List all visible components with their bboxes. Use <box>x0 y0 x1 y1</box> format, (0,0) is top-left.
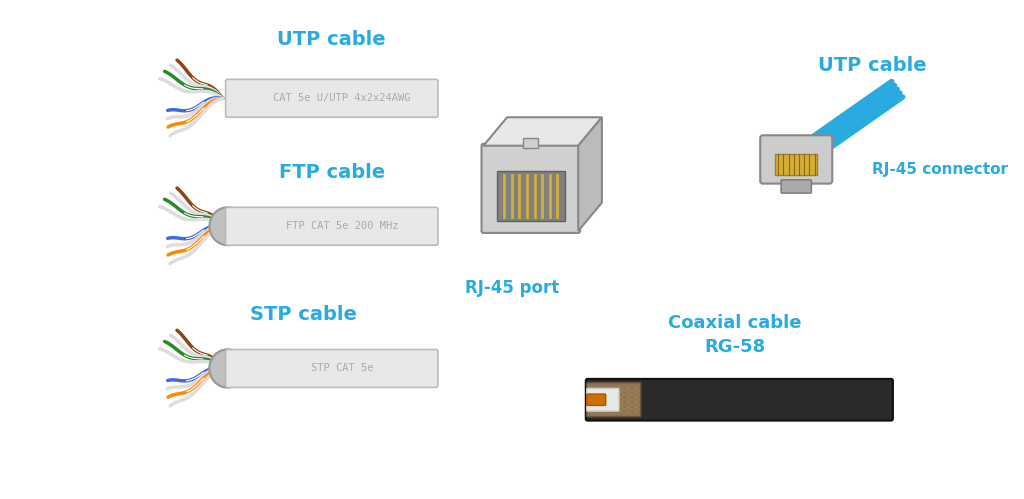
Ellipse shape <box>210 349 246 387</box>
Text: RJ-45 connector: RJ-45 connector <box>872 162 1008 177</box>
Text: UTP cable: UTP cable <box>278 30 386 49</box>
FancyBboxPatch shape <box>775 154 817 175</box>
Ellipse shape <box>210 207 246 245</box>
FancyBboxPatch shape <box>760 135 833 184</box>
Polygon shape <box>483 117 602 146</box>
FancyBboxPatch shape <box>225 349 438 387</box>
Ellipse shape <box>227 350 261 386</box>
Polygon shape <box>579 117 602 231</box>
FancyBboxPatch shape <box>587 388 618 411</box>
FancyBboxPatch shape <box>586 379 893 421</box>
Text: STP CAT 5e: STP CAT 5e <box>311 363 374 373</box>
Text: RJ-45 port: RJ-45 port <box>465 279 559 297</box>
FancyBboxPatch shape <box>225 207 438 245</box>
FancyBboxPatch shape <box>587 394 606 405</box>
FancyBboxPatch shape <box>481 144 581 233</box>
FancyBboxPatch shape <box>497 171 565 221</box>
Text: STP cable: STP cable <box>250 305 356 324</box>
Text: FTP cable: FTP cable <box>279 163 385 182</box>
Text: Coaxial cable
RG-58: Coaxial cable RG-58 <box>668 314 802 356</box>
FancyBboxPatch shape <box>523 138 539 148</box>
FancyBboxPatch shape <box>225 79 438 117</box>
Ellipse shape <box>210 349 246 387</box>
Text: UTP cable: UTP cable <box>818 55 927 75</box>
FancyBboxPatch shape <box>781 180 811 193</box>
Text: FTP CAT 5e 200 MHz: FTP CAT 5e 200 MHz <box>286 221 398 231</box>
FancyBboxPatch shape <box>587 383 641 417</box>
Text: CAT 5e U/UTP 4x2x24AWG: CAT 5e U/UTP 4x2x24AWG <box>273 93 411 103</box>
